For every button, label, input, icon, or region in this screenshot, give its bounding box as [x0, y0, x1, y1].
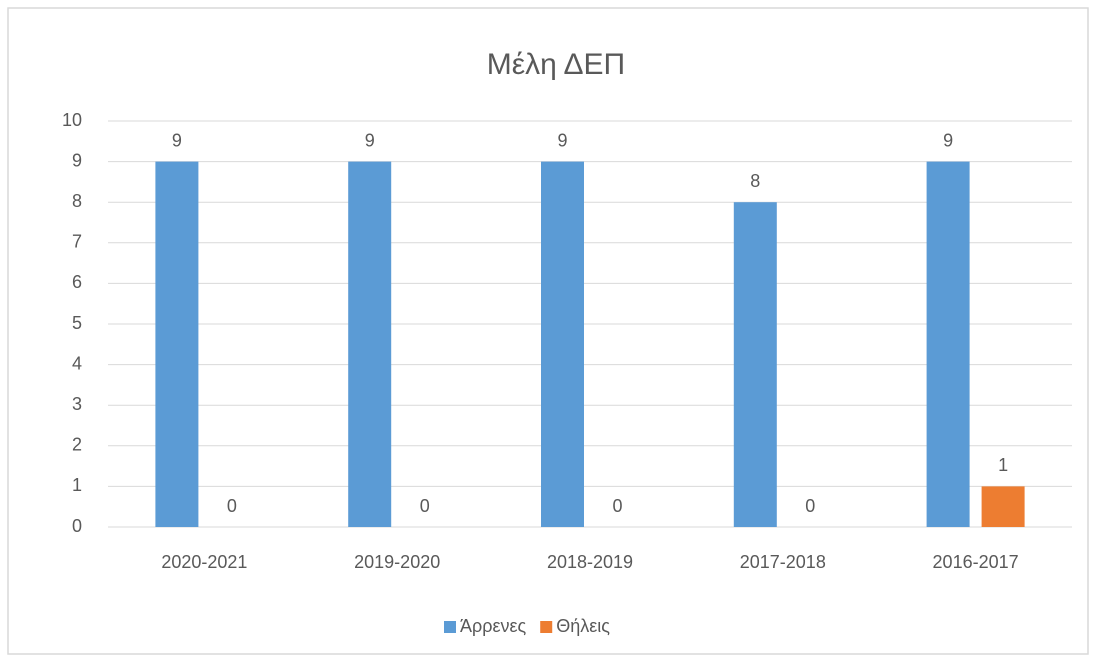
data-label: 9 [365, 130, 375, 150]
y-tick-label: 3 [72, 394, 82, 414]
data-label: 0 [805, 496, 815, 516]
bar [541, 161, 584, 527]
legend-swatch [540, 621, 553, 633]
legend-label: Άρρενες [460, 616, 527, 636]
data-label: 0 [227, 496, 237, 516]
chart-title: Μέλη ΔΕΠ [487, 48, 625, 81]
data-label: 9 [172, 130, 182, 150]
bar [981, 486, 1025, 527]
y-tick-label: 1 [72, 475, 82, 495]
bar [155, 161, 199, 527]
x-tick-label: 2019-2020 [354, 552, 440, 572]
x-tick-label: 2020-2021 [161, 552, 247, 572]
data-label: 0 [612, 496, 622, 516]
data-label: 9 [557, 130, 567, 150]
y-tick-label: 7 [72, 232, 82, 252]
y-tick-label: 10 [62, 110, 82, 130]
data-label: 0 [420, 496, 430, 516]
y-tick-label: 5 [72, 313, 82, 333]
bar [733, 202, 777, 527]
y-tick-label: 8 [72, 191, 82, 211]
data-label: 8 [750, 171, 760, 191]
bar [926, 161, 970, 527]
legend-label: Θήλεις [556, 616, 610, 636]
y-tick-label: 9 [72, 150, 82, 170]
x-tick-label: 2017-2018 [740, 552, 826, 572]
data-label: 1 [998, 455, 1008, 475]
y-tick-label: 4 [72, 353, 82, 373]
x-tick-label: 2016-2017 [933, 552, 1019, 572]
x-tick-label: 2018-2019 [547, 552, 633, 572]
data-label: 9 [943, 130, 953, 150]
legend-swatch [444, 621, 456, 633]
y-tick-label: 6 [72, 272, 82, 292]
y-tick-label: 0 [72, 516, 82, 536]
y-tick-label: 2 [72, 435, 82, 455]
bar [348, 161, 392, 527]
